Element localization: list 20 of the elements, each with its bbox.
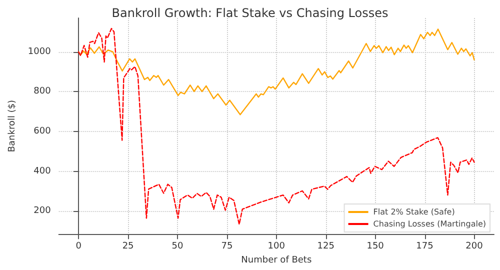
chart-title: Bankroll Growth: Flat Stake vs Chasing Losses [112, 6, 388, 20]
x-tick-label: 200 [466, 242, 484, 252]
y-tick-label: 600 [34, 126, 52, 137]
x-tick-label: 0 [76, 242, 82, 252]
legend-label: Flat 2% Stake (Safe) [373, 208, 455, 216]
y-tick-label: 200 [34, 206, 52, 216]
y-tick-label: 800 [34, 86, 52, 97]
x-tick-label: 125 [317, 242, 334, 252]
y-axis-title: Bankroll ($) [8, 100, 18, 152]
legend-label: Chasing Losses (Martingale) [373, 220, 486, 228]
x-tick-label: 25 [122, 242, 134, 252]
y-tick-label: 400 [34, 166, 52, 176]
x-tick-label: 50 [172, 242, 184, 252]
x-tick-label: 150 [366, 242, 384, 252]
x-tick-label: 100 [268, 242, 286, 252]
x-tick-label: 75 [221, 242, 233, 252]
x-axis-title: Number of Bets [241, 256, 312, 266]
line-series [78, 28, 475, 116]
y-tick-label: 1000 [28, 46, 52, 57]
x-tick-label: 175 [416, 242, 434, 252]
